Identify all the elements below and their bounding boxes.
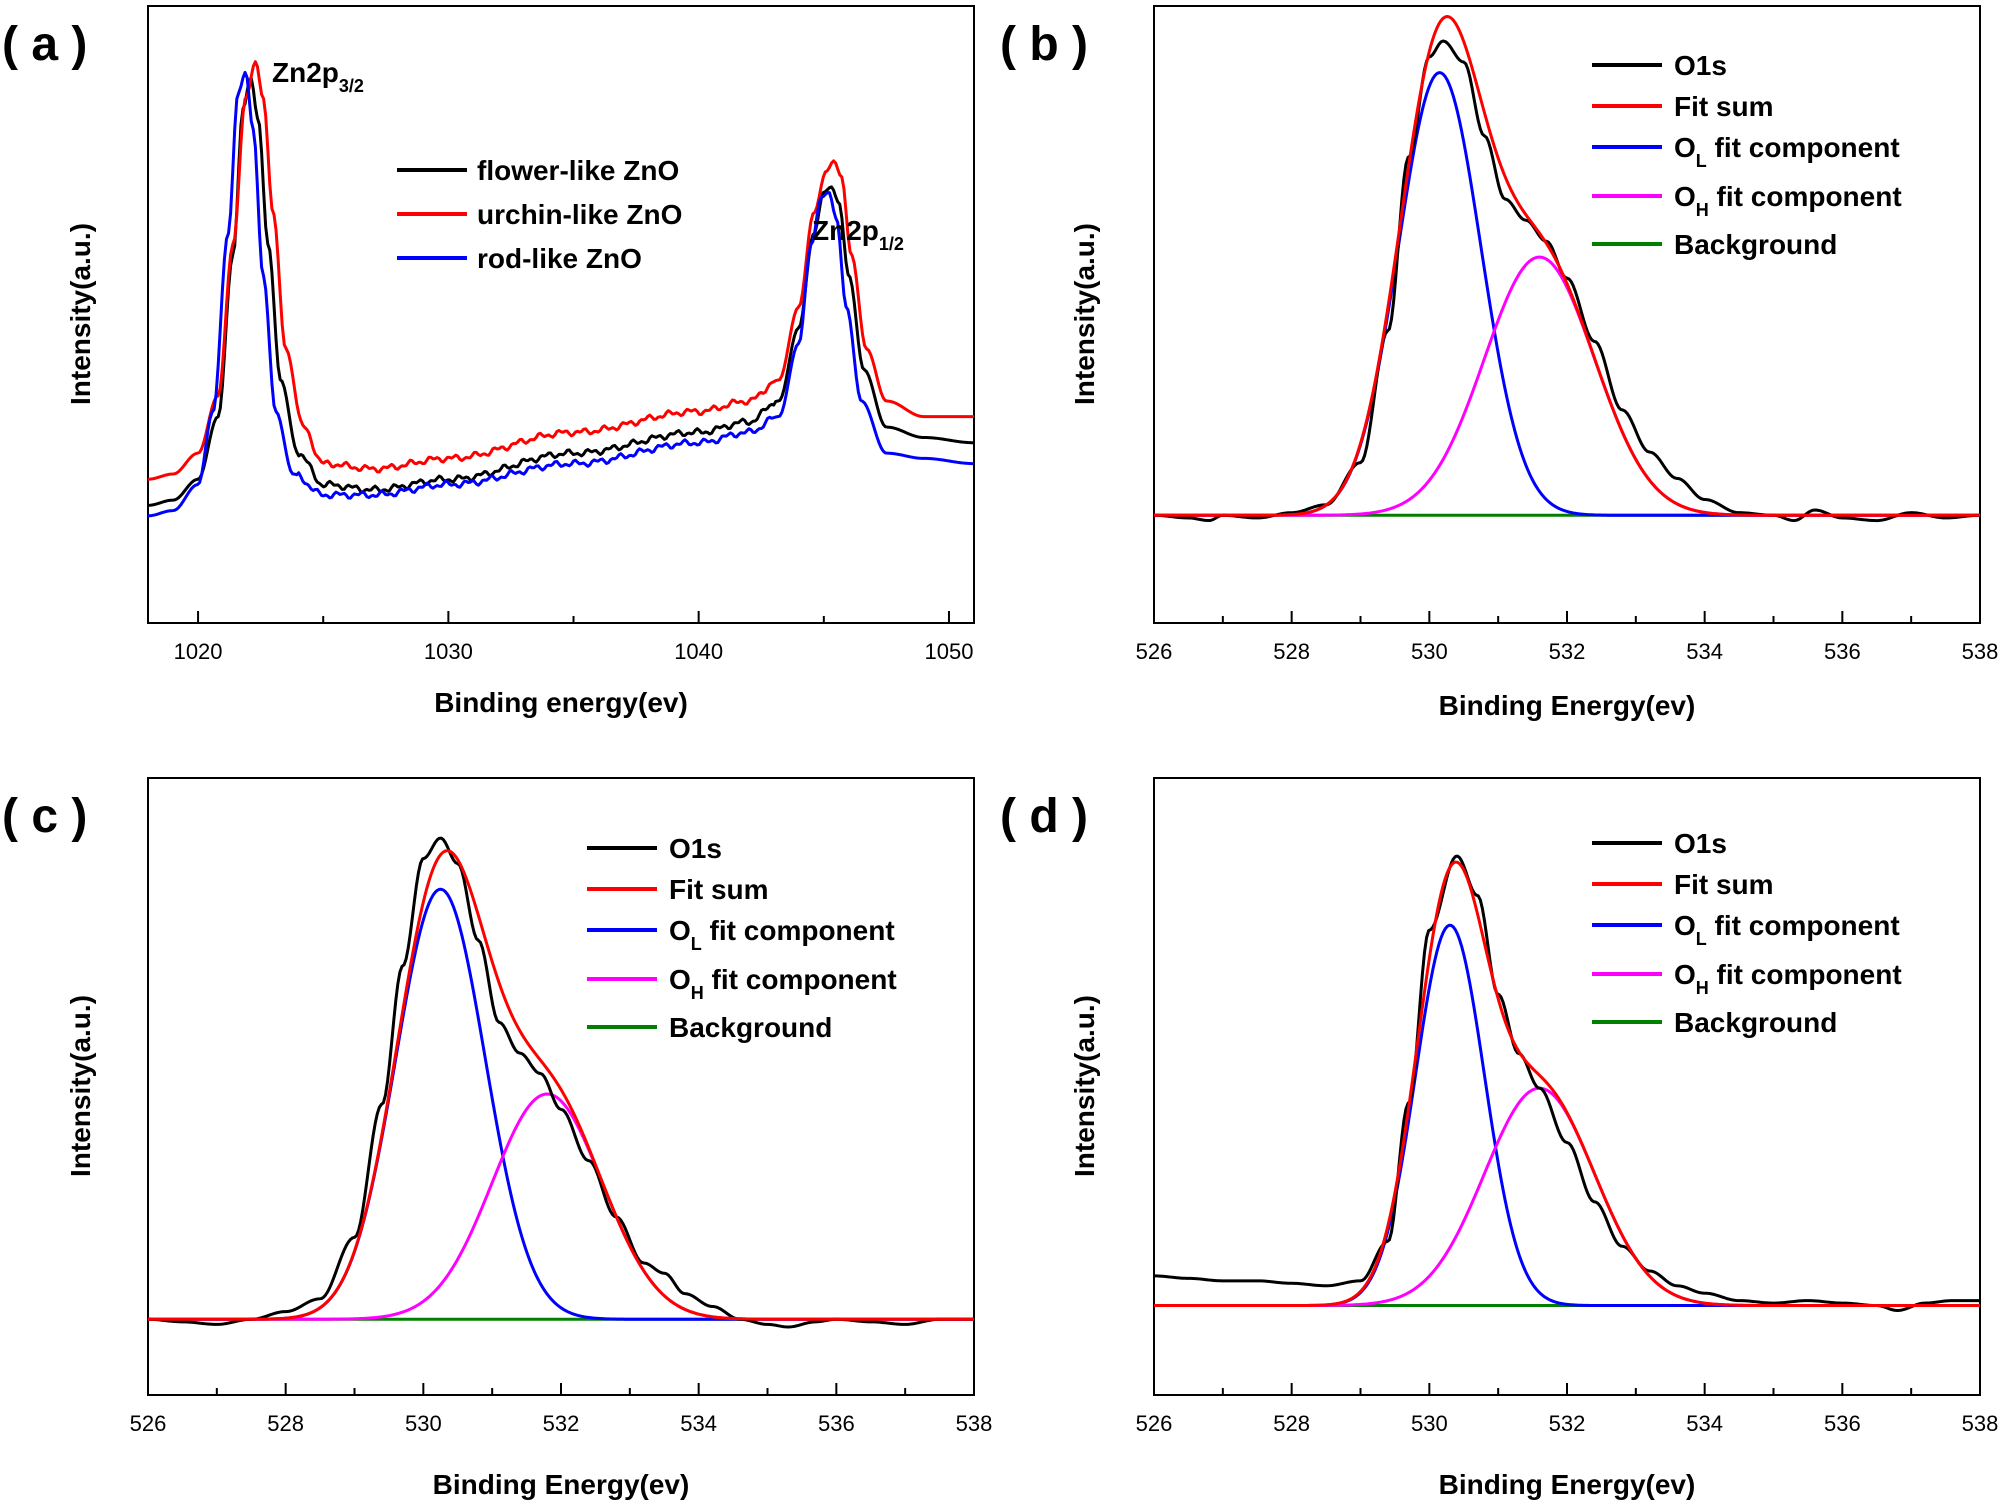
- series-line-c-fit-sum: [148, 849, 974, 1321]
- x-tick-label-c-5: 536: [818, 1411, 855, 1436]
- x-tick-label-c-6: 538: [956, 1411, 993, 1436]
- plot-frame-c: [147, 777, 975, 1396]
- x-tick-label-d-4: 534: [1686, 1411, 1723, 1436]
- panel-d: ( d ) 526 528 530 532 534 536 538 Binding Ener…: [1000, 777, 1999, 1500]
- series-line-d-oh-component: [1154, 1086, 1980, 1308]
- series-line-b-o1s: [1153, 39, 1981, 523]
- x-tick-label-c-4: 534: [680, 1411, 717, 1436]
- y-axis-label-d: Intensity(a.u.): [1069, 995, 1100, 1177]
- series-line-d-o1s: [1153, 854, 1980, 1312]
- legend-label-b-oh: OH fit component: [1674, 181, 1902, 220]
- x-tick-label-d-5: 536: [1824, 1411, 1861, 1436]
- x-tick-label-c-3: 532: [543, 1411, 580, 1436]
- x-tick-label-b-3: 532: [1549, 639, 1586, 664]
- legend-label-d-ol: OL fit component: [1674, 910, 1900, 949]
- panel-label-b: ( b ): [1000, 18, 1088, 71]
- legend-label-urchin: urchin-like ZnO: [477, 199, 682, 230]
- series-lines-c: [147, 836, 974, 1329]
- legend-label-b-bg: Background: [1674, 229, 1837, 260]
- x-tick-label-b-2: 530: [1411, 639, 1448, 664]
- x-tick-label-c-2: 530: [405, 1411, 442, 1436]
- legend-d: O1s Fit sum OL fit component OH fit comp…: [1592, 828, 1902, 1038]
- series-line-a-rod: [147, 70, 975, 518]
- x-tick-label-d-0: 526: [1136, 1411, 1173, 1436]
- panel-label-d: ( d ): [1000, 790, 1088, 843]
- series-lines-d: [1153, 854, 1980, 1312]
- series-line-a-urchin: [147, 60, 974, 481]
- x-axis-label-b: Binding Energy(ev): [1439, 690, 1696, 721]
- x-tick-label-d-2: 530: [1411, 1411, 1448, 1436]
- legend-label-c-fit: Fit sum: [669, 874, 769, 905]
- legend-c: O1s Fit sum OL fit component OH fit comp…: [587, 833, 897, 1043]
- legend-label-d-bg: Background: [1674, 1007, 1837, 1038]
- x-axis-ticks-d: 526 528 530 532 534 536 538: [1136, 1383, 1999, 1436]
- legend-label-b-o1s: O1s: [1674, 50, 1727, 81]
- x-tick-label-a-0: 1020: [174, 639, 223, 664]
- x-axis-ticks-a: 1020 1030 1040 1050: [174, 611, 973, 664]
- x-axis-ticks-c: 526 528 530 532 534 536 538: [130, 1383, 993, 1436]
- series-lines-b: [1153, 15, 1981, 523]
- panel-a: ( a ) 1020 1030 1040 1050 Binding energy(ev…: [2, 5, 975, 718]
- legend-label-d-o1s: O1s: [1674, 828, 1727, 859]
- panel-c: ( c ) 526 528 530 532 534 536 538 Binding Ener…: [2, 777, 993, 1500]
- x-tick-label-b-1: 528: [1273, 639, 1310, 664]
- plot-frame-a: [147, 5, 975, 624]
- panel-label-c: ( c ): [2, 790, 87, 843]
- y-axis-label-a: Intensity(a.u.): [65, 223, 96, 405]
- series-lines-a: [147, 60, 975, 518]
- x-tick-label-d-3: 532: [1549, 1411, 1586, 1436]
- legend-label-b-fit: Fit sum: [1674, 91, 1774, 122]
- series-line-a-flower: [147, 76, 975, 507]
- x-axis-label-a: Binding energy(ev): [434, 687, 688, 718]
- legend-label-b-ol: OL fit component: [1674, 132, 1900, 171]
- x-tick-label-c-1: 528: [267, 1411, 304, 1436]
- x-tick-label-a-3: 1050: [924, 639, 973, 664]
- legend-a: flower-like ZnO urchin-like ZnO rod-like…: [397, 155, 682, 274]
- panel-label-a: ( a ): [2, 18, 87, 71]
- x-tick-label-b-5: 536: [1824, 639, 1861, 664]
- x-tick-label-d-6: 538: [1962, 1411, 1999, 1436]
- legend-label-c-oh: OH fit component: [669, 964, 897, 1003]
- legend-label-rod: rod-like ZnO: [477, 243, 642, 274]
- series-line-c-ol-component: [148, 887, 974, 1321]
- x-tick-label-b-0: 526: [1136, 639, 1173, 664]
- series-line-d-fit-sum: [1154, 860, 1980, 1308]
- legend-label-c-ol: OL fit component: [669, 915, 895, 954]
- x-axis-ticks-b: 526 528 530 532 534 536 538: [1136, 611, 1999, 664]
- annotation-zn2p12: Zn2p1/2: [812, 215, 904, 254]
- legend-label-c-o1s: O1s: [669, 833, 722, 864]
- series-line-c-oh-component: [148, 1092, 974, 1321]
- x-tick-label-c-0: 526: [130, 1411, 167, 1436]
- annotation-zn2p32: Zn2p3/2: [272, 57, 364, 96]
- legend-b: O1s Fit sum OL fit component OH fit comp…: [1592, 50, 1902, 260]
- series-line-c-o1s: [147, 836, 974, 1329]
- legend-label-d-fit: Fit sum: [1674, 869, 1774, 900]
- panel-b: ( b ) 526 528 530 532 534 536 538 Binding Ener…: [1000, 5, 1999, 721]
- y-axis-label-c: Intensity(a.u.): [65, 995, 96, 1177]
- legend-label-c-bg: Background: [669, 1012, 832, 1043]
- x-tick-label-a-1: 1030: [424, 639, 473, 664]
- legend-label-flower: flower-like ZnO: [477, 155, 679, 186]
- x-tick-label-b-6: 538: [1962, 639, 1999, 664]
- x-axis-label-d: Binding Energy(ev): [1439, 1469, 1696, 1500]
- x-tick-label-b-4: 534: [1686, 639, 1723, 664]
- series-line-b-oh-component: [1154, 255, 1980, 517]
- x-tick-label-a-2: 1040: [674, 639, 723, 664]
- plot-frame-b: [1153, 5, 1981, 624]
- series-line-b-fit-sum: [1154, 15, 1980, 517]
- x-tick-label-d-1: 528: [1273, 1411, 1310, 1436]
- y-axis-label-b: Intensity(a.u.): [1069, 223, 1100, 405]
- legend-label-d-oh: OH fit component: [1674, 959, 1902, 998]
- x-axis-label-c: Binding Energy(ev): [433, 1469, 690, 1500]
